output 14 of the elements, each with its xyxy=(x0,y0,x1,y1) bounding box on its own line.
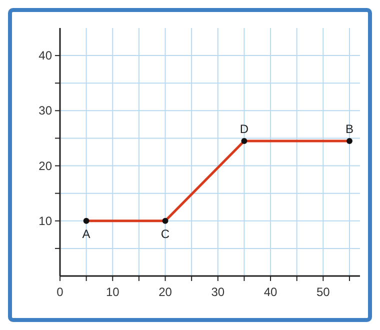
y-tick-label: 40 xyxy=(38,48,52,63)
x-tick-label: 30 xyxy=(211,285,225,299)
annotation: A xyxy=(82,226,90,241)
y-tick-label: 10 xyxy=(38,214,52,228)
x-tick-label: 50 xyxy=(316,285,330,299)
annotation: C xyxy=(160,226,170,241)
x-tick-label: 40 xyxy=(264,285,278,299)
annotation: B xyxy=(345,122,354,136)
x-tick-label: 20 xyxy=(158,285,172,299)
y-tick-label: 30 xyxy=(38,104,52,118)
y-tick-label: 20 xyxy=(38,158,52,173)
x-tick-label: 10 xyxy=(106,285,120,299)
annotation: D xyxy=(240,122,249,136)
x-tick-label: 0 xyxy=(56,285,64,299)
